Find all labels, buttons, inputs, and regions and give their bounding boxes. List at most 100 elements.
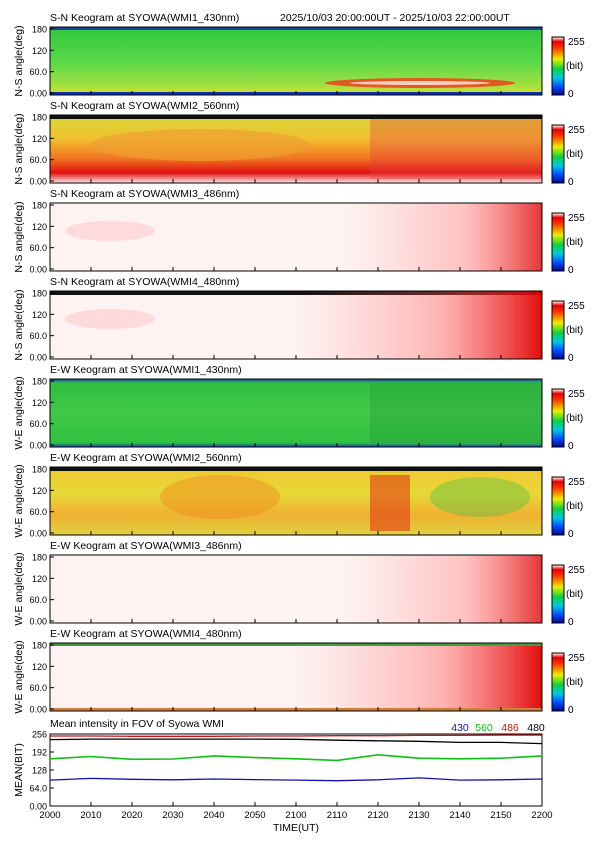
keogram-panel: S-N Keogram at SYOWA(WMI3_486nm)180 120 60…	[13, 188, 585, 276]
colorbar-min-label: 0	[568, 441, 574, 452]
y-tick-label: 180	[32, 201, 47, 211]
plot-frame	[49, 733, 543, 807]
x-tick-label: 2010	[80, 810, 101, 821]
x-tick-label: 2050	[244, 810, 265, 821]
y-axis-label: W-E angle(deg)	[13, 464, 25, 537]
aurora-arc-core	[350, 81, 490, 85]
series-line-430	[49, 777, 543, 782]
mean-intensity-panel: Mean intensity in FOV of Syowa WMI 430 560…	[13, 718, 553, 834]
y-tick-label: 120	[32, 46, 47, 56]
panel-title: E-W Keogram at SYOWA(WMI4_480nm)	[50, 628, 242, 640]
x-tick-label: 2120	[367, 810, 388, 821]
keogram-edge	[50, 467, 542, 471]
y-axis-label: W-E angle(deg)	[13, 376, 25, 449]
keogram-edge	[50, 27, 542, 30]
y-tick-label: 0.00	[29, 617, 47, 627]
panel-title: S-N Keogram at SYOWA(WMI1_430nm)	[50, 12, 239, 24]
series-line-480	[49, 738, 543, 745]
y-tick-label: 256	[32, 730, 47, 740]
colorbar-max-label: 255	[568, 565, 585, 576]
colorbar-unit-label: (bit)	[566, 413, 583, 424]
y-tick-label: 120	[32, 398, 47, 408]
keogram-panel: E-W Keogram at SYOWA(WMI1_430nm)180 120 60…	[13, 364, 585, 452]
panel-title: E-W Keogram at SYOWA(WMI3_486nm)	[50, 540, 242, 552]
keogram-panels: S-N Keogram at SYOWA(WMI1_430nm) 2025/10/…	[13, 12, 585, 716]
colorbar-max-label: 255	[568, 653, 585, 664]
y-tick-label: 0.00	[29, 705, 47, 715]
y-tick-label: 120	[32, 310, 47, 320]
x-tick-label: 2000	[39, 810, 60, 821]
keogram-panel: E-W Keogram at SYOWA(WMI4_480nm)180 120 60…	[13, 628, 585, 716]
y-tick-label: 0.00	[29, 177, 47, 187]
panel-title: S-N Keogram at SYOWA(WMI2_560nm)	[50, 100, 239, 112]
colorbar-unit-label: (bit)	[566, 149, 583, 160]
legend-entry: 430	[451, 722, 469, 734]
panel-title: S-N Keogram at SYOWA(WMI4_480nm)	[50, 276, 239, 288]
colorbar-min-label: 0	[568, 529, 574, 540]
colorbar-max-label: 255	[568, 389, 585, 400]
keogram-panel: E-W Keogram at SYOWA(WMI3_486nm)180 120 60…	[13, 540, 585, 628]
x-tick-label: 2110	[327, 810, 347, 821]
legend-entry: 480	[527, 722, 545, 734]
panel-title: S-N Keogram at SYOWA(WMI3_486nm)	[50, 188, 239, 200]
y-tick-label: 60.0	[29, 331, 47, 341]
y-axis-label: N-S angle(deg)	[13, 25, 25, 96]
aurora-patch	[430, 477, 530, 517]
y-tick-label: 120	[32, 222, 47, 232]
colorbar-min-label: 0	[568, 89, 574, 100]
chart-title: Mean intensity in FOV of Syowa WMI	[50, 718, 224, 730]
colorbar	[551, 564, 565, 624]
x-tick-label: 2140	[449, 810, 470, 821]
y-tick-label: 120	[32, 662, 47, 672]
y-tick-label: 60.0	[29, 419, 47, 429]
y-tick-label: 0.00	[29, 529, 47, 539]
y-tick-label: 64.0	[29, 784, 47, 794]
y-tick-label: 180	[32, 465, 47, 475]
y-axis-label: W-E angle(deg)	[13, 552, 25, 625]
y-tick-label: 60.0	[29, 595, 47, 605]
y-tick-label: 120	[32, 574, 47, 584]
y-tick-label: 180	[32, 553, 47, 563]
y-tick-label: 0.00	[29, 353, 47, 363]
keogram-panel: S-N Keogram at SYOWA(WMI1_430nm) 2025/10/…	[13, 12, 585, 100]
aurora-band	[90, 129, 310, 161]
colorbar-min-label: 0	[568, 705, 574, 716]
y-tick-label: 0.00	[29, 802, 47, 812]
y-tick-label: 60.0	[29, 243, 47, 253]
colorbar-min-label: 0	[568, 353, 574, 364]
y-tick-label: 0.00	[29, 89, 47, 99]
y-tick-label: 180	[32, 641, 47, 651]
aurora-patch	[370, 475, 410, 531]
y-axis-label: N-S angle(deg)	[13, 289, 25, 360]
colorbar	[551, 124, 565, 184]
y-tick-label: 0.00	[29, 265, 47, 275]
panel-title: E-W Keogram at SYOWA(WMI1_430nm)	[50, 364, 242, 376]
y-tick-label: 180	[32, 377, 47, 387]
aurora-red-region	[50, 203, 542, 271]
y-tick-label: 60.0	[29, 155, 47, 165]
aurora-band	[370, 119, 542, 179]
colorbar-max-label: 255	[568, 213, 585, 224]
x-tick-label: 2200	[531, 810, 552, 821]
y-tick-label: 192	[32, 748, 47, 758]
keogram-edge	[50, 643, 542, 646]
y-tick-label: 128	[32, 766, 47, 776]
keogram-panel: E-W Keogram at SYOWA(WMI2_560nm)180 120 60…	[13, 452, 585, 540]
y-tick-label: 60.0	[29, 507, 47, 517]
aurora-red-region	[50, 555, 542, 623]
aurora-red-region	[50, 291, 542, 359]
keogram-panel: S-N Keogram at SYOWA(WMI2_560nm)180 120 60…	[13, 100, 585, 188]
series-line-486	[50, 734, 542, 737]
x-tick-label: 2100	[285, 810, 306, 821]
x-tick-label: 2130	[408, 810, 429, 821]
colorbar-max-label: 255	[568, 125, 585, 136]
aurora-patch	[370, 383, 542, 443]
y-axis-label: N-S angle(deg)	[13, 113, 25, 184]
panel-title: E-W Keogram at SYOWA(WMI2_560nm)	[50, 452, 242, 464]
y-axis-label: N-S angle(deg)	[13, 201, 25, 272]
y-tick-label: 120	[32, 486, 47, 496]
colorbar-unit-label: (bit)	[566, 325, 583, 336]
colorbar	[551, 300, 565, 360]
x-tick-label: 2030	[162, 810, 183, 821]
